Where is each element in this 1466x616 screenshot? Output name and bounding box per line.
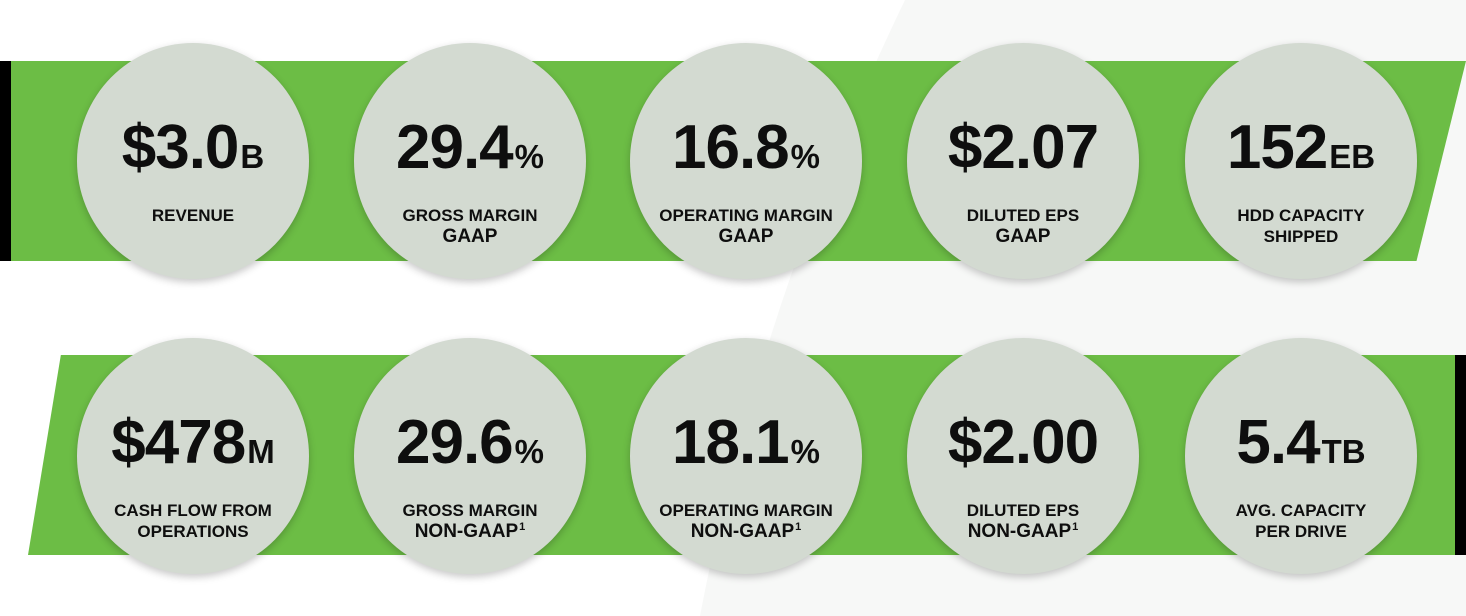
metric-label: AVG. CAPACITY <box>1235 501 1367 520</box>
metric-unit: TB <box>1321 433 1366 470</box>
metric-value: $2.07 <box>947 113 1099 182</box>
top-metrics-row: $3.0B REVENUE 29.4% GROSS MARGIN GAAP 16.… <box>0 43 1466 279</box>
footnote-marker: 1 <box>519 520 526 533</box>
metric-sublabel: SHIPPED <box>1263 227 1339 246</box>
metric-sublabel: GAAP <box>442 226 498 247</box>
metric-operating-margin-non-gaap: 18.1% OPERATING MARGIN NON-GAAP1 <box>630 338 862 574</box>
metric-sublabel: NON-GAAP <box>414 521 519 542</box>
metric-value: 5.4 <box>1236 408 1320 477</box>
metric-value: 152 <box>1226 113 1328 182</box>
metric-value: $478 <box>111 408 246 477</box>
metric-diluted-eps-non-gaap: $2.00 DILUTED EPS NON-GAAP1 <box>907 338 1139 574</box>
metric-unit: % <box>514 138 544 175</box>
metric-label: OPERATING MARGIN <box>659 501 833 520</box>
metric-label: GROSS MARGIN <box>402 501 538 520</box>
metric-cash-flow-operations: $478M CASH FLOW FROM OPERATIONS <box>77 338 309 574</box>
metric-diluted-eps-gaap: $2.07 DILUTED EPS GAAP <box>907 43 1139 279</box>
metric-label: DILUTED EPS <box>966 206 1080 225</box>
metric-label: OPERATING MARGIN <box>659 206 833 225</box>
metric-unit: % <box>790 138 820 175</box>
metric-gross-margin-gaap: 29.4% GROSS MARGIN GAAP <box>354 43 586 279</box>
metric-value: 18.1 <box>671 408 790 477</box>
metric-hdd-capacity-shipped: 152EB HDD CAPACITY SHIPPED <box>1185 43 1417 279</box>
metric-label: HDD CAPACITY <box>1237 206 1365 225</box>
bottom-metrics-row: $478M CASH FLOW FROM OPERATIONS 29.6% GRO… <box>0 338 1466 574</box>
right-black-edge <box>1455 355 1466 555</box>
metric-unit: M <box>247 433 275 470</box>
metric-unit: % <box>790 433 820 470</box>
metric-avg-capacity-per-drive: 5.4TB AVG. CAPACITY PER DRIVE <box>1185 338 1417 574</box>
metric-value: $2.00 <box>947 408 1099 477</box>
metric-value: 29.4 <box>395 113 514 182</box>
metric-value: 16.8 <box>671 113 790 182</box>
metric-revenue: $3.0B REVENUE <box>77 43 309 279</box>
footnote-marker: 1 <box>795 520 802 533</box>
metric-label: CASH FLOW FROM <box>114 501 272 520</box>
metric-sublabel: OPERATIONS <box>137 522 249 541</box>
metric-value: $3.0 <box>121 113 240 182</box>
metric-unit: EB <box>1329 138 1376 175</box>
metric-label: DILUTED EPS <box>966 501 1080 520</box>
metric-label: GROSS MARGIN <box>402 206 538 225</box>
footnote-marker: 1 <box>1072 520 1079 533</box>
left-black-edge <box>0 61 11 261</box>
metric-unit: B <box>240 138 265 175</box>
metric-sublabel: PER DRIVE <box>1255 522 1347 541</box>
metric-sublabel: GAAP <box>718 226 774 247</box>
metric-value: 29.6 <box>395 408 514 477</box>
metric-label: REVENUE <box>151 206 235 225</box>
metric-sublabel: NON-GAAP <box>967 521 1072 542</box>
metric-unit: % <box>514 433 544 470</box>
metric-operating-margin-gaap: 16.8% OPERATING MARGIN GAAP <box>630 43 862 279</box>
metric-gross-margin-non-gaap: 29.6% GROSS MARGIN NON-GAAP1 <box>354 338 586 574</box>
metric-sublabel: NON-GAAP <box>690 521 795 542</box>
metric-sublabel: GAAP <box>995 226 1051 247</box>
